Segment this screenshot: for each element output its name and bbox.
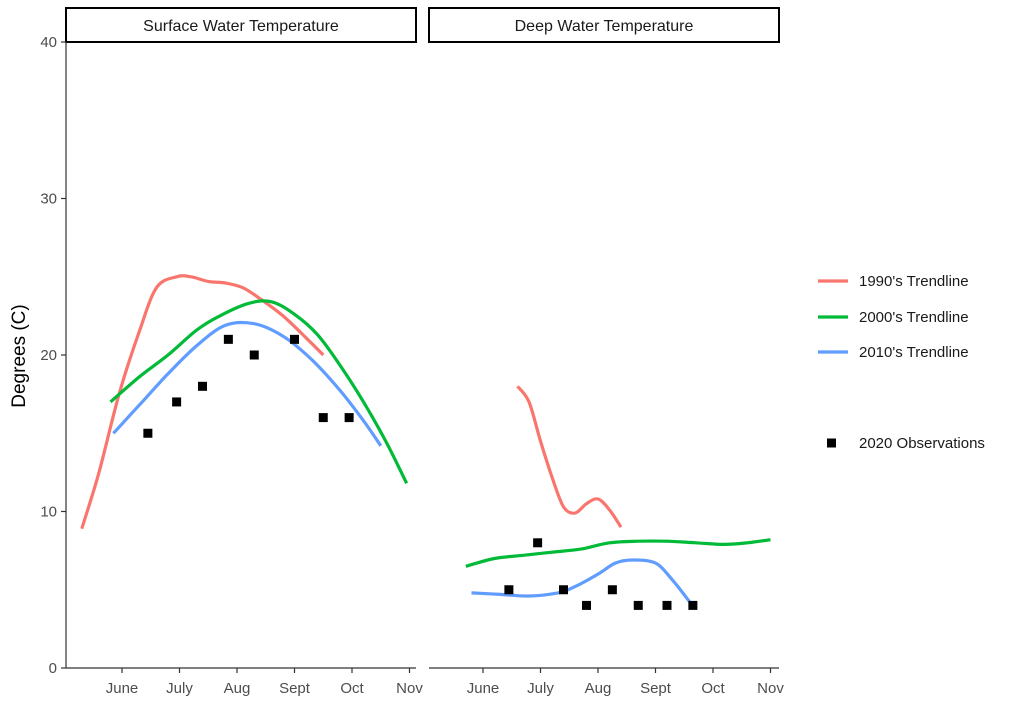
trendline-0: [516, 385, 623, 528]
legend-label: 2010's Trendline: [859, 344, 969, 361]
y-tick-label: 10: [40, 504, 57, 521]
observation-point: [249, 350, 259, 360]
observation-point: [533, 538, 543, 548]
panel-strip: [65, 7, 417, 43]
legend-label: 2000's Trendline: [859, 309, 969, 326]
chart-legend: 1990's Trendline 2000's Trendline 2010's T…: [818, 273, 985, 452]
legend-item: 2000's Trendline: [818, 309, 969, 326]
x-tick-label: Oct: [701, 680, 725, 697]
panel-title: Deep Water Temperature: [515, 18, 694, 35]
legend-label: 1990's Trendline: [859, 273, 969, 290]
panel-deep: Deep Water Temperature June July Aug Sept Oct…: [428, 7, 784, 697]
observation-point: [559, 585, 568, 595]
x-tick-label: June: [467, 680, 500, 697]
x-tick-label: Nov: [757, 680, 784, 697]
legend-item: 1990's Trendline: [818, 273, 969, 290]
observation-point: [223, 334, 233, 344]
observation-point: [318, 413, 328, 423]
panel-surface: Surface Water Temperature 0 10 20 30 40 June Ju…: [40, 7, 423, 697]
observation-point: [504, 585, 514, 595]
observation-point: [688, 600, 698, 610]
trendline-2: [112, 320, 383, 447]
y-tick-label: 0: [49, 660, 57, 677]
observation-point: [198, 381, 207, 391]
x-tick-label: Sept: [279, 680, 311, 697]
x-tick-label: Aug: [224, 680, 251, 697]
y-tick-label: 20: [40, 347, 57, 364]
observation-point: [582, 600, 591, 610]
panel-title: Surface Water Temperature: [143, 18, 339, 35]
x-tick-label: July: [527, 680, 554, 697]
legend-item: 2010's Trendline: [818, 344, 969, 361]
y-tick-label: 30: [40, 191, 57, 208]
observation-point: [607, 585, 617, 595]
observation-point: [143, 428, 153, 438]
chart-panels: Surface Water Temperature 0 10 20 30 40 June Ju…: [40, 7, 784, 697]
x-tick-label: Oct: [340, 680, 364, 697]
legend-label: 2020 Observations: [859, 435, 985, 452]
x-tick-label: June: [106, 680, 139, 697]
y-axis-title: Degrees (C): [9, 304, 30, 407]
trendline-0: [80, 274, 325, 530]
legend-item: 2020 Observations: [827, 435, 985, 452]
panel-strip: [428, 7, 780, 43]
observation-point: [344, 413, 354, 423]
observation-point: [633, 600, 643, 610]
observation-point: [290, 334, 299, 344]
x-tick-label: July: [166, 680, 193, 697]
legend-square-key: [827, 438, 836, 448]
trendline-1: [109, 299, 409, 484]
x-tick-label: Sept: [640, 680, 672, 697]
observation-point: [662, 600, 672, 610]
x-tick-label: Aug: [585, 680, 612, 697]
y-tick-label: 40: [40, 34, 57, 51]
trendline-2: [471, 558, 692, 604]
x-tick-label: Nov: [396, 680, 423, 697]
trendline-1: [465, 538, 771, 568]
observation-point: [172, 397, 182, 407]
